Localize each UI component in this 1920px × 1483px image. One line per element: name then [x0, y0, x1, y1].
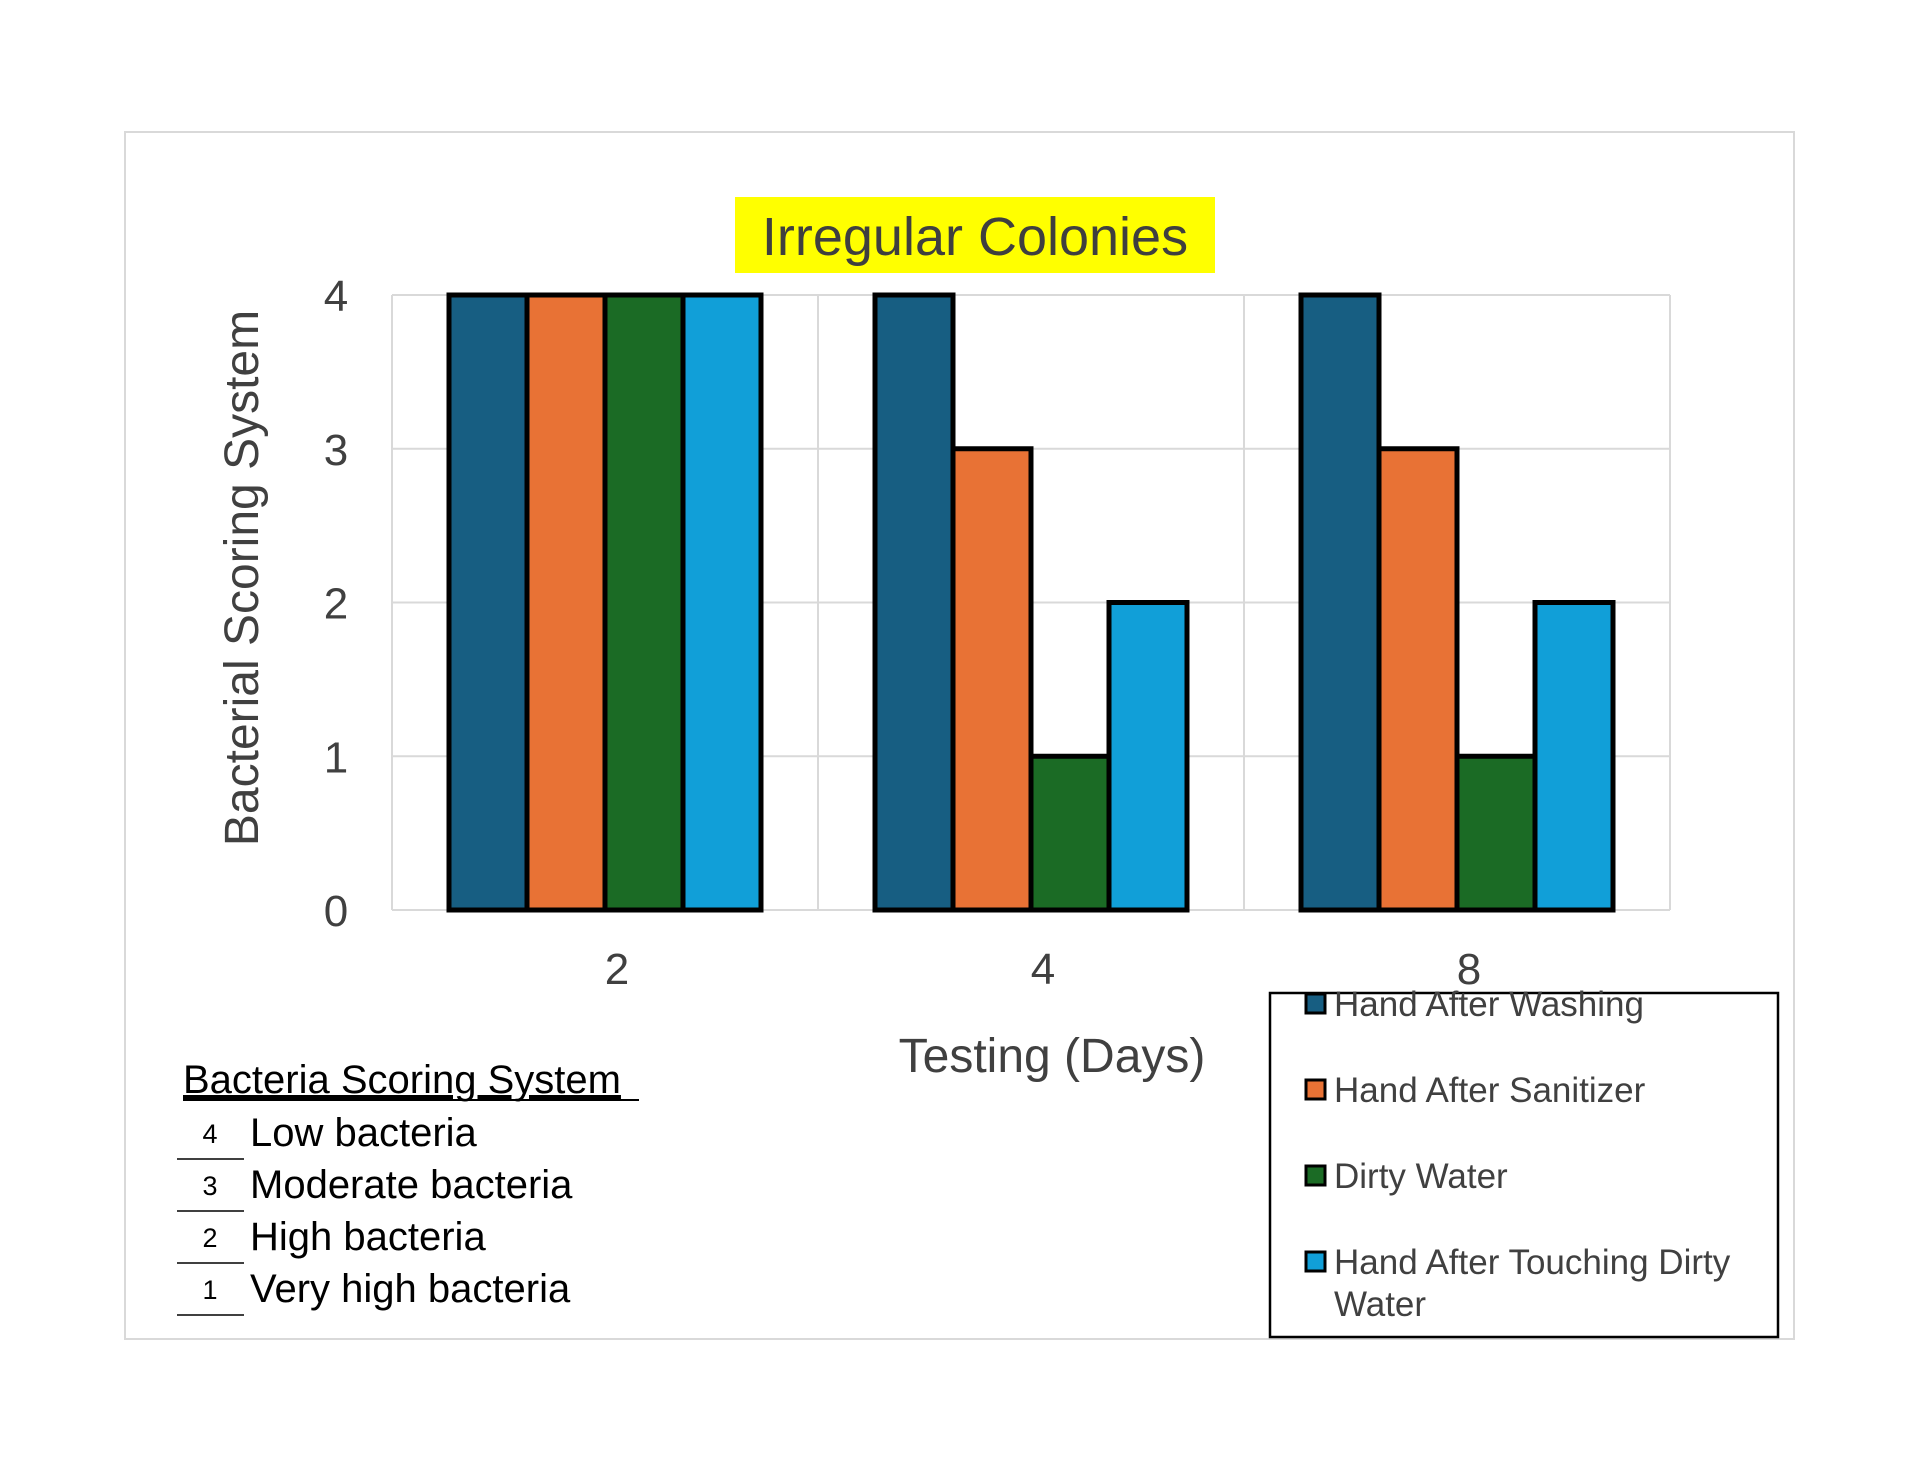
scoring-label: Low bacteria: [250, 1111, 478, 1155]
scoring-score: 3: [202, 1171, 217, 1201]
y-tick-label: 0: [324, 887, 348, 936]
y-axis-title: Bacterial Scoring System: [216, 310, 269, 846]
scoring-heading: Bacteria Scoring System: [183, 1058, 621, 1102]
y-tick-label: 3: [324, 426, 348, 475]
bar: [1376, 446, 1460, 913]
scoring-score: 2: [202, 1223, 217, 1253]
bar: [446, 292, 530, 913]
x-axis-title: Testing (Days): [899, 1030, 1206, 1083]
bar: [1454, 753, 1538, 913]
x-tick-label: 4: [1031, 945, 1055, 994]
legend-swatch: [1304, 992, 1327, 1015]
bar: [950, 446, 1034, 913]
legend-label: Hand After Touching Dirty Water: [1334, 1243, 1731, 1324]
legend-swatch: [1304, 1078, 1327, 1101]
scoring-label: Very high bacteria: [250, 1267, 571, 1311]
y-axis-ticks: 0 1 2 3 4: [324, 272, 348, 936]
bar: [1532, 600, 1616, 913]
scoring-score: 1: [202, 1275, 217, 1305]
bars: [446, 292, 1616, 913]
scoring-key: 4 Low bacteria 3 Moderate bacteria 2 High bac…: [177, 1111, 573, 1316]
legend: Hand After Washing Hand After Sanitizer Di…: [1304, 985, 1731, 1324]
legend-box: [1268, 991, 1780, 1339]
scoring-label: Moderate bacteria: [250, 1163, 573, 1207]
y-tick-label: 2: [324, 580, 348, 629]
scoring-score: 4: [202, 1119, 217, 1149]
bar: [872, 292, 956, 913]
legend-label: Hand After Washing: [1334, 985, 1644, 1024]
bar: [524, 292, 608, 913]
bar: [602, 292, 686, 913]
legend-label: Hand After Sanitizer: [1334, 1071, 1646, 1110]
y-tick-label: 1: [324, 733, 348, 782]
bar: [1028, 753, 1112, 913]
x-axis-ticks: 2 4 8: [605, 945, 1481, 994]
bar: [1298, 292, 1382, 913]
legend-label: Dirty Water: [1334, 1157, 1508, 1196]
bar: [1106, 600, 1190, 913]
legend-label-line: Hand After Touching Dirty: [1334, 1243, 1731, 1282]
legend-swatch: [1304, 1164, 1327, 1187]
title-highlight: [735, 197, 1215, 273]
scoring-label: High bacteria: [250, 1215, 486, 1259]
x-tick-label: 2: [605, 945, 629, 994]
y-tick-label: 4: [324, 272, 348, 321]
legend-swatch: [1304, 1250, 1327, 1273]
legend-label-line: Water: [1334, 1285, 1426, 1324]
chart-title: Irregular Colonies: [762, 207, 1188, 267]
bar: [680, 292, 764, 913]
x-tick-label: 8: [1457, 945, 1481, 994]
